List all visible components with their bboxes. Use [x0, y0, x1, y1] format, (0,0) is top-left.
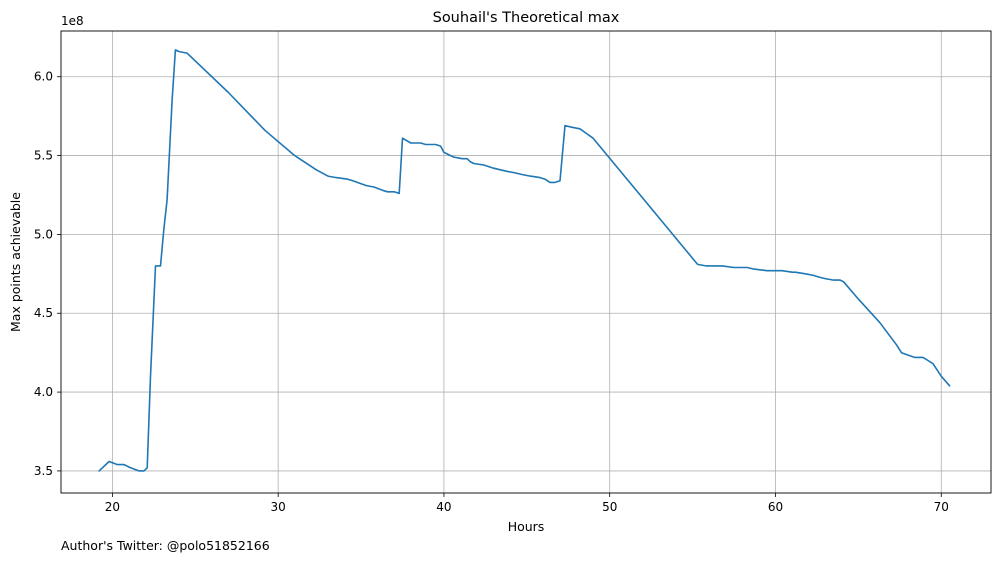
x-tick-label: 30 — [271, 500, 286, 514]
y-tick-label: 4.0 — [34, 385, 53, 399]
x-axis-ticks: 20 30 40 50 60 70 — [105, 493, 949, 514]
series-layer — [98, 49, 951, 472]
y-axis-label: Max points achievable — [8, 192, 23, 332]
x-axis-label: Hours — [508, 519, 545, 534]
footnote-twitter: Author's Twitter: @polo51852166 — [61, 538, 270, 553]
y-tick-label: 5.0 — [34, 227, 53, 241]
y-tick-label: 3.5 — [34, 464, 53, 478]
y-tick-label: 4.5 — [34, 306, 53, 320]
y-offset-text: 1e8 — [61, 14, 84, 28]
grid — [61, 31, 991, 493]
series-line — [98, 49, 951, 472]
x-tick-label: 60 — [768, 500, 783, 514]
chart-title: Souhail's Theoretical max — [433, 10, 620, 26]
y-tick-label: 6.0 — [34, 70, 53, 84]
y-axis-ticks: 3.5 4.0 4.5 5.0 5.5 6.0 — [34, 70, 61, 478]
x-tick-label: 40 — [436, 500, 451, 514]
plot-area-frame — [60, 30, 992, 494]
y-tick-label: 5.5 — [34, 149, 53, 163]
x-tick-label: 50 — [602, 500, 617, 514]
x-tick-label: 20 — [105, 500, 120, 514]
x-tick-label: 70 — [934, 500, 949, 514]
